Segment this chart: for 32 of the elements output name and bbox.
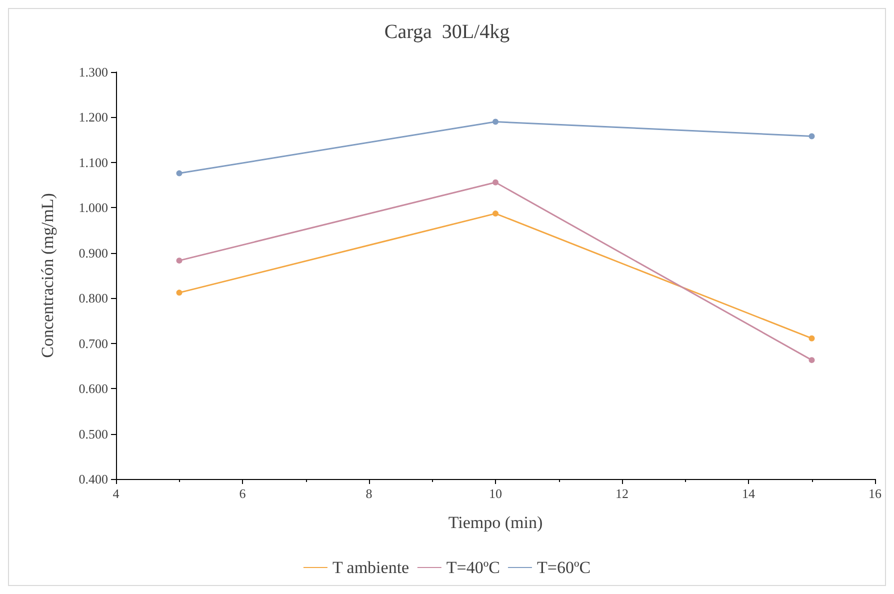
point — [808, 357, 815, 364]
x-axis-title: Tiempo (min) — [448, 513, 543, 532]
y-tick-label: 0.500 — [78, 426, 108, 442]
legend-label: T ambiente — [332, 558, 410, 577]
y-tick-label: 1.300 — [78, 64, 108, 80]
x-tick-label: 16 — [868, 486, 882, 501]
legend-label: T=40ºC — [446, 558, 500, 577]
y-tick-label: 1.200 — [78, 110, 108, 125]
y-tick-label: 1.000 — [78, 200, 108, 216]
point — [492, 210, 498, 217]
x-tick-label: 10 — [489, 486, 502, 501]
x-tick-label: 4 — [112, 486, 120, 501]
point — [176, 258, 182, 264]
point — [492, 118, 498, 125]
x-tick-label: 12 — [616, 486, 628, 501]
y-tick-label: 0.800 — [78, 290, 108, 306]
y-tick-label: 0.600 — [78, 381, 108, 396]
point — [808, 133, 815, 140]
point — [176, 170, 182, 176]
x-tick-label: 14 — [742, 486, 756, 501]
y-tick-label: 1.100 — [78, 154, 108, 170]
y-tick-label: 0.900 — [78, 245, 108, 260]
x-tick-label: 8 — [366, 486, 372, 501]
y-tick-label: 0.700 — [78, 336, 108, 351]
point — [808, 335, 815, 342]
legend-label: T=60ºC — [536, 558, 591, 577]
y-tick-label: 0.400 — [78, 472, 108, 486]
chart-title: Carga 30L/4kg — [384, 21, 510, 43]
y-axis-title: Concentración (mg/mL) — [38, 193, 57, 358]
x-tick-label: 6 — [239, 486, 246, 501]
point — [492, 179, 498, 186]
point — [176, 290, 182, 296]
